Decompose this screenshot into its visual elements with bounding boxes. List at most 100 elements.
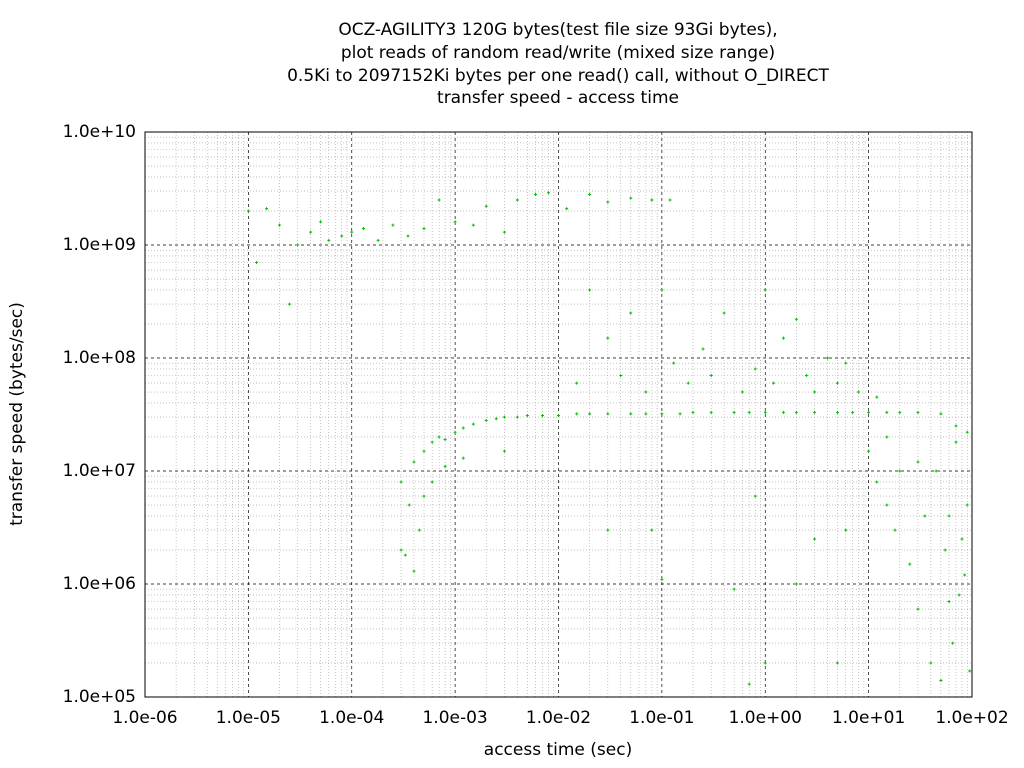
data-point bbox=[399, 480, 403, 484]
x-tick-label: 1.0e+01 bbox=[832, 708, 905, 728]
data-point bbox=[430, 440, 434, 444]
data-point bbox=[350, 230, 354, 234]
data-point bbox=[875, 395, 879, 399]
y-tick-label: 1.0e+06 bbox=[63, 574, 136, 594]
data-point bbox=[867, 410, 871, 414]
data-point bbox=[412, 460, 416, 464]
data-point bbox=[763, 661, 767, 665]
data-point bbox=[844, 528, 848, 532]
data-point bbox=[875, 480, 879, 484]
data-point bbox=[885, 503, 889, 507]
data-point bbox=[954, 440, 958, 444]
chart-title: plot reads of random read/write (mixed s… bbox=[341, 43, 775, 63]
x-tick-label: 1.0e-01 bbox=[629, 708, 694, 728]
data-point bbox=[951, 641, 955, 645]
data-point bbox=[403, 553, 407, 557]
data-point bbox=[763, 288, 767, 292]
data-point bbox=[546, 191, 550, 195]
x-tick-label: 1.0e-06 bbox=[112, 708, 177, 728]
data-point bbox=[540, 413, 544, 417]
data-point bbox=[781, 336, 785, 340]
data-point bbox=[781, 410, 785, 414]
data-point bbox=[857, 390, 861, 394]
data-point bbox=[934, 469, 938, 473]
data-point bbox=[709, 374, 713, 378]
y-tick-label: 1.0e+08 bbox=[63, 348, 136, 368]
data-point bbox=[588, 412, 592, 416]
data-point bbox=[376, 238, 380, 242]
data-point bbox=[525, 413, 529, 417]
data-point bbox=[277, 223, 281, 227]
y-tick-label: 1.0e+07 bbox=[63, 461, 136, 481]
data-point bbox=[867, 449, 871, 453]
data-point bbox=[885, 435, 889, 439]
data-point bbox=[430, 480, 434, 484]
data-point bbox=[825, 356, 829, 360]
data-point bbox=[771, 381, 775, 385]
data-point bbox=[412, 569, 416, 573]
data-point bbox=[471, 223, 475, 227]
data-point bbox=[629, 412, 633, 416]
data-point bbox=[391, 223, 395, 227]
data-point bbox=[686, 381, 690, 385]
data-point bbox=[494, 417, 498, 421]
data-point bbox=[691, 410, 695, 414]
data-point bbox=[515, 415, 519, 419]
chart-title: transfer speed - access time bbox=[437, 88, 679, 108]
data-point bbox=[629, 196, 633, 200]
data-point bbox=[471, 422, 475, 426]
x-tick-label: 1.0e-02 bbox=[526, 708, 591, 728]
data-point bbox=[836, 410, 840, 414]
data-point bbox=[947, 600, 951, 604]
data-point bbox=[296, 243, 300, 247]
data-point bbox=[443, 464, 447, 468]
data-point bbox=[954, 424, 958, 428]
data-point bbox=[650, 198, 654, 202]
data-point bbox=[422, 226, 426, 230]
data-point bbox=[794, 317, 798, 321]
data-point bbox=[668, 198, 672, 202]
data-point bbox=[916, 410, 920, 414]
data-point bbox=[968, 669, 972, 673]
data-point bbox=[753, 367, 757, 371]
data-point bbox=[660, 412, 664, 416]
data-point bbox=[606, 200, 610, 204]
data-point bbox=[893, 528, 897, 532]
data-point bbox=[960, 537, 964, 541]
data-point bbox=[740, 390, 744, 394]
data-point bbox=[660, 288, 664, 292]
data-point bbox=[502, 449, 506, 453]
data-point bbox=[844, 361, 848, 365]
data-point bbox=[461, 456, 465, 460]
y-axis-label: transfer speed (bytes/sec) bbox=[7, 302, 27, 526]
data-point bbox=[629, 311, 633, 315]
data-point bbox=[813, 390, 817, 394]
data-point bbox=[947, 514, 951, 518]
data-point bbox=[309, 230, 313, 234]
data-point bbox=[575, 381, 579, 385]
data-point bbox=[965, 503, 969, 507]
x-tick-label: 1.0e-04 bbox=[319, 708, 384, 728]
y-tick-label: 1.0e+09 bbox=[63, 235, 136, 255]
data-point bbox=[502, 415, 506, 419]
data-point bbox=[575, 412, 579, 416]
data-point bbox=[246, 209, 250, 213]
data-point bbox=[908, 562, 912, 566]
data-point bbox=[650, 528, 654, 532]
x-tick-label: 1.0e+02 bbox=[935, 708, 1008, 728]
x-axis-label: access time (sec) bbox=[484, 740, 632, 760]
data-point bbox=[619, 374, 623, 378]
data-point bbox=[916, 460, 920, 464]
data-point bbox=[461, 426, 465, 430]
data-point bbox=[557, 413, 560, 417]
data-point bbox=[437, 198, 441, 202]
data-point bbox=[747, 410, 751, 414]
data-point bbox=[885, 410, 889, 414]
data-point bbox=[565, 207, 569, 211]
data-point bbox=[939, 412, 943, 416]
data-point bbox=[437, 435, 441, 439]
data-point bbox=[836, 381, 840, 385]
data-point bbox=[836, 661, 840, 665]
